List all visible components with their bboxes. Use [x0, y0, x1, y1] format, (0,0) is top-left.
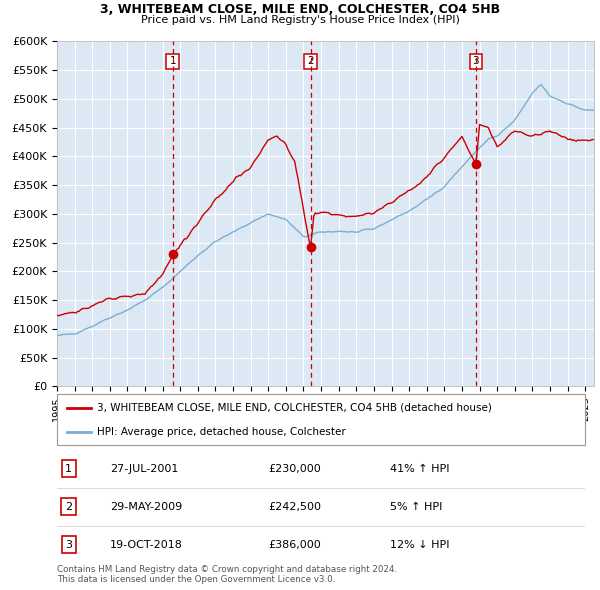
- Text: 1: 1: [169, 57, 176, 67]
- Text: 3: 3: [473, 57, 479, 67]
- Text: 29-MAY-2009: 29-MAY-2009: [110, 502, 182, 512]
- Text: 41% ↑ HPI: 41% ↑ HPI: [389, 464, 449, 474]
- Text: 1: 1: [65, 464, 72, 474]
- Text: Price paid vs. HM Land Registry's House Price Index (HPI): Price paid vs. HM Land Registry's House …: [140, 15, 460, 25]
- Text: 3: 3: [65, 540, 72, 550]
- FancyBboxPatch shape: [57, 394, 585, 445]
- Text: 2: 2: [307, 57, 314, 67]
- Text: £230,000: £230,000: [268, 464, 321, 474]
- Text: 27-JUL-2001: 27-JUL-2001: [110, 464, 178, 474]
- Text: Contains HM Land Registry data © Crown copyright and database right 2024.: Contains HM Land Registry data © Crown c…: [57, 565, 397, 574]
- Text: £386,000: £386,000: [268, 540, 321, 550]
- Text: £242,500: £242,500: [268, 502, 321, 512]
- Text: 12% ↓ HPI: 12% ↓ HPI: [389, 540, 449, 550]
- Text: 3, WHITEBEAM CLOSE, MILE END, COLCHESTER, CO4 5HB (detached house): 3, WHITEBEAM CLOSE, MILE END, COLCHESTER…: [97, 402, 491, 412]
- Text: 5% ↑ HPI: 5% ↑ HPI: [389, 502, 442, 512]
- Text: 3, WHITEBEAM CLOSE, MILE END, COLCHESTER, CO4 5HB: 3, WHITEBEAM CLOSE, MILE END, COLCHESTER…: [100, 3, 500, 16]
- Text: 2: 2: [65, 502, 72, 512]
- Text: HPI: Average price, detached house, Colchester: HPI: Average price, detached house, Colc…: [97, 428, 346, 437]
- Text: This data is licensed under the Open Government Licence v3.0.: This data is licensed under the Open Gov…: [57, 575, 335, 584]
- Text: 19-OCT-2018: 19-OCT-2018: [110, 540, 182, 550]
